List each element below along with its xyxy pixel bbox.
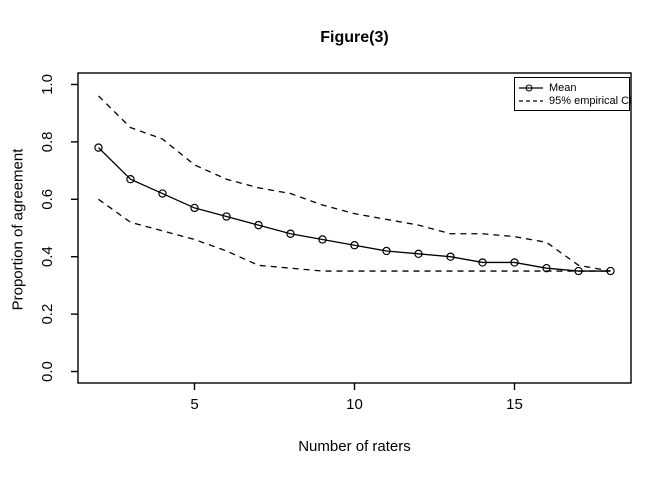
data-point-marker (446, 252, 455, 261)
legend-label-mean: Mean (549, 81, 577, 94)
data-point-marker (478, 258, 487, 267)
data-point-marker (190, 203, 199, 213)
x-tick-label: 5 (190, 396, 198, 413)
plot-box (77, 72, 632, 384)
mean-line-circle-icon (519, 84, 543, 91)
x-tick-label: 10 (346, 396, 363, 413)
y-tick-label: 0.0 (39, 361, 56, 382)
data-point-marker (414, 249, 423, 259)
data-point-marker (286, 229, 295, 238)
x-axis-label: Number of raters (298, 438, 411, 455)
data-point-marker (94, 143, 103, 152)
dashed-line-icon (519, 99, 543, 102)
series-line-ci (98, 198, 611, 272)
data-point-marker (254, 220, 263, 230)
figure-title: Figure(3) (320, 29, 389, 46)
series-line-ci (98, 95, 611, 272)
legend-label-ci: 95% empirical CI (549, 94, 633, 107)
data-point-marker (542, 263, 551, 273)
data-point-marker (158, 189, 167, 198)
data-point-marker (318, 235, 327, 244)
y-tick-label: 1.0 (39, 74, 56, 95)
y-tick-label: 0.2 (39, 304, 56, 325)
legend-item-mean: Mean (515, 81, 629, 94)
data-point-marker (126, 175, 135, 184)
data-point-marker (510, 258, 519, 267)
legend-item-ci: 95% empirical CI (515, 94, 633, 107)
data-point-marker (350, 241, 359, 250)
data-point-marker (382, 246, 391, 256)
y-tick-label: 0.6 (39, 189, 56, 210)
y-axis-label: Proportion of agreement (9, 148, 27, 311)
y-tick-label: 0.4 (39, 246, 56, 267)
y-tick-label: 0.8 (39, 131, 56, 152)
series-line-mean (98, 147, 611, 272)
data-point-marker (222, 212, 231, 221)
legend-box: Mean 95% empirical CI (514, 77, 633, 111)
x-tick-label: 15 (506, 396, 523, 413)
